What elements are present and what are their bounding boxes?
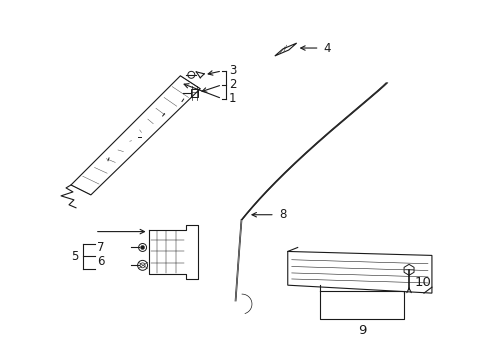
Text: 9: 9 <box>357 324 366 337</box>
Text: 7: 7 <box>97 241 104 254</box>
Bar <box>191 89 198 96</box>
Text: 3: 3 <box>228 64 236 77</box>
Text: 4: 4 <box>323 41 330 54</box>
Text: 2: 2 <box>228 78 236 91</box>
Text: 10: 10 <box>414 276 430 289</box>
Circle shape <box>141 246 144 249</box>
Text: 8: 8 <box>278 208 285 221</box>
Text: 6: 6 <box>97 255 104 268</box>
Text: 1: 1 <box>228 92 236 105</box>
Text: 5: 5 <box>71 250 79 263</box>
